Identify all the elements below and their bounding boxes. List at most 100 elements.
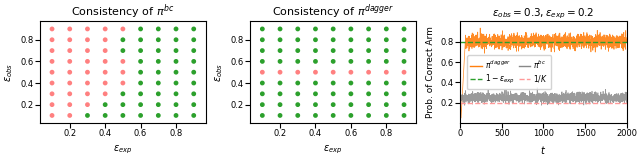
Point [65, 60, 75, 63]
Point [292, 38, 303, 41]
Point [47, 103, 57, 106]
Point [171, 114, 181, 117]
Point [189, 49, 199, 52]
Point [346, 71, 356, 73]
Point [189, 114, 199, 117]
X-axis label: $\epsilon_{exp}$: $\epsilon_{exp}$ [323, 144, 343, 156]
Point [399, 114, 409, 117]
Point [364, 28, 374, 30]
Point [399, 49, 409, 52]
Point [275, 60, 285, 63]
Point [65, 103, 75, 106]
Point [189, 82, 199, 84]
Y-axis label: Prob. of Correct Arm: Prob. of Correct Arm [426, 26, 435, 118]
Point [275, 38, 285, 41]
Point [100, 103, 110, 106]
Point [100, 60, 110, 63]
Point [328, 71, 339, 73]
Point [65, 93, 75, 95]
Point [346, 114, 356, 117]
Point [118, 71, 128, 73]
Point [364, 103, 374, 106]
Point [189, 28, 199, 30]
Point [364, 71, 374, 73]
Point [328, 28, 339, 30]
Point [257, 60, 268, 63]
X-axis label: $\epsilon_{exp}$: $\epsilon_{exp}$ [113, 144, 132, 156]
Point [47, 93, 57, 95]
Point [153, 60, 163, 63]
Point [328, 114, 339, 117]
Y-axis label: $\epsilon_{obs}$: $\epsilon_{obs}$ [213, 63, 225, 82]
Point [257, 38, 268, 41]
Point [189, 71, 199, 73]
Point [153, 49, 163, 52]
Point [310, 71, 321, 73]
Point [310, 93, 321, 95]
Point [399, 28, 409, 30]
Point [83, 82, 93, 84]
Point [171, 93, 181, 95]
Point [364, 82, 374, 84]
Title: Consistency of $\pi^{bc}$: Consistency of $\pi^{bc}$ [71, 3, 175, 21]
Point [153, 71, 163, 73]
Point [153, 93, 163, 95]
Point [275, 114, 285, 117]
Point [310, 103, 321, 106]
Point [47, 49, 57, 52]
Point [381, 49, 392, 52]
Point [171, 71, 181, 73]
Point [153, 38, 163, 41]
Point [292, 28, 303, 30]
Point [153, 28, 163, 30]
Point [399, 103, 409, 106]
Point [346, 103, 356, 106]
Point [399, 93, 409, 95]
Point [381, 60, 392, 63]
Point [310, 114, 321, 117]
Title: $\epsilon_{obs} = 0.3, \epsilon_{exp} = 0.2$: $\epsilon_{obs} = 0.3, \epsilon_{exp} = … [492, 7, 595, 21]
Point [65, 49, 75, 52]
Point [100, 38, 110, 41]
Point [310, 49, 321, 52]
Point [364, 60, 374, 63]
Point [346, 82, 356, 84]
Point [257, 103, 268, 106]
Point [189, 38, 199, 41]
Point [100, 93, 110, 95]
Point [47, 71, 57, 73]
Point [346, 38, 356, 41]
Point [65, 71, 75, 73]
Point [381, 103, 392, 106]
Point [257, 71, 268, 73]
Point [118, 103, 128, 106]
Point [83, 60, 93, 63]
Point [65, 38, 75, 41]
Point [100, 71, 110, 73]
Point [292, 82, 303, 84]
Point [328, 38, 339, 41]
Point [171, 60, 181, 63]
Point [381, 28, 392, 30]
Point [136, 60, 146, 63]
Point [364, 93, 374, 95]
Point [65, 114, 75, 117]
Point [292, 93, 303, 95]
Point [189, 103, 199, 106]
Point [257, 82, 268, 84]
Point [275, 93, 285, 95]
Point [83, 71, 93, 73]
Point [257, 114, 268, 117]
Point [310, 82, 321, 84]
Point [136, 28, 146, 30]
Point [136, 82, 146, 84]
Point [292, 103, 303, 106]
Point [171, 28, 181, 30]
Point [346, 49, 356, 52]
Point [171, 103, 181, 106]
Point [292, 49, 303, 52]
Point [83, 38, 93, 41]
Point [83, 114, 93, 117]
Point [399, 82, 409, 84]
Point [257, 28, 268, 30]
